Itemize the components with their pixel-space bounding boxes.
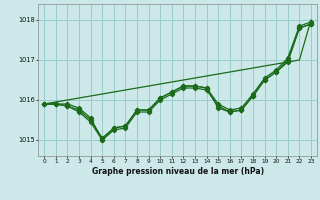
X-axis label: Graphe pression niveau de la mer (hPa): Graphe pression niveau de la mer (hPa) [92, 167, 264, 176]
